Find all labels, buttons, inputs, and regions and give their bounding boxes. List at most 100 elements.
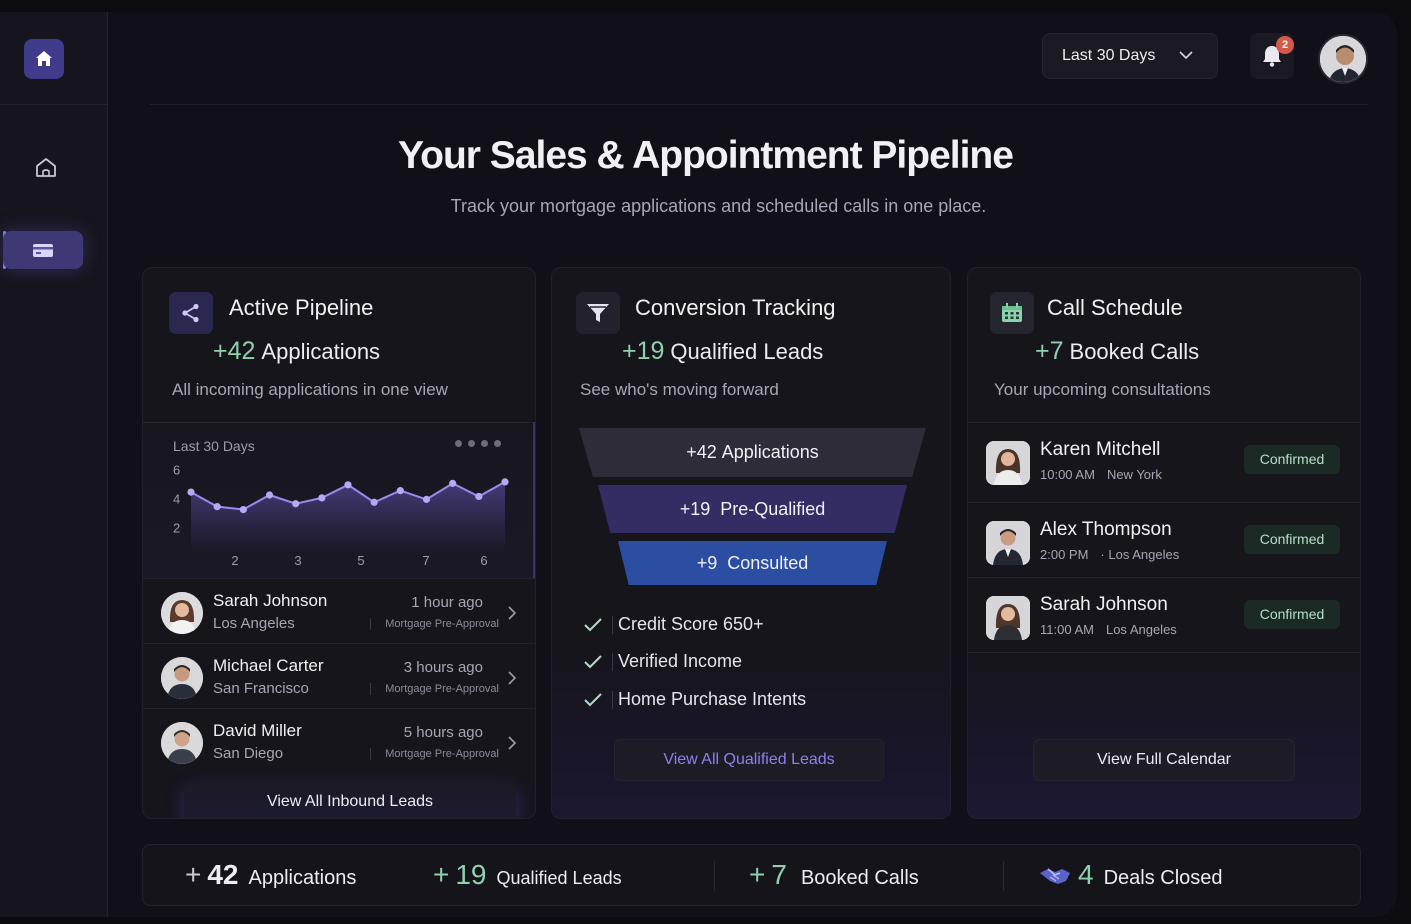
call-time: 2:00 PM <box>1040 547 1089 562</box>
chart-point <box>318 494 326 502</box>
criteria-label: Home Purchase Intents <box>618 689 807 709</box>
funnel-icon <box>576 292 620 334</box>
lead-row[interactable]: Sarah Johnson Los Angeles 1 hour ago Mor… <box>143 578 535 643</box>
stat-value: +42 <box>213 337 256 365</box>
stat-label: Qualified Leads <box>670 339 824 364</box>
chart-point <box>213 503 221 511</box>
avatar <box>161 722 203 764</box>
lead-city: San Diego <box>213 745 284 762</box>
summary-booked: + 7 Booked Calls <box>749 859 919 891</box>
lead-name: Sarah Johnson <box>213 591 328 610</box>
chart-point <box>187 488 195 496</box>
date-range-dropdown[interactable]: Last 30 Days <box>1042 33 1218 79</box>
summary-value: 7 <box>771 859 787 890</box>
lead-name: Michael Carter <box>213 656 324 675</box>
sidebar <box>0 12 108 917</box>
chart-point <box>449 479 457 487</box>
summary-prefix: + <box>433 859 450 890</box>
lead-time: 5 hours ago <box>403 724 483 741</box>
call-city: Los Angeles <box>1105 622 1177 637</box>
view-full-calendar-button[interactable]: View Full Calendar <box>1033 739 1295 781</box>
chart-point <box>265 491 274 499</box>
page-title: Your Sales & Appointment Pipeline <box>398 134 1014 177</box>
card-title: Call Schedule <box>1047 295 1183 320</box>
avatar <box>161 657 203 699</box>
lead-row[interactable]: Michael Carter San Francisco 3 hours ago… <box>143 643 535 708</box>
lead-row[interactable]: David Miller San Diego 5 hours ago Mortg… <box>143 708 535 773</box>
status-badge: Confirmed <box>1244 525 1340 554</box>
chevron-right-icon <box>508 606 517 620</box>
summary-applications: + 42 Applications <box>185 859 356 891</box>
card-stat: +7 Booked Calls <box>1035 337 1199 366</box>
criteria-label: Verified Income <box>618 651 743 671</box>
lead-time: 1 hour ago <box>411 594 483 611</box>
call-time: 11:00 AM <box>1040 622 1094 637</box>
x-tick-label: 6 <box>480 553 487 568</box>
y-tick-label: 6 <box>173 462 180 477</box>
lead-time: 3 hours ago <box>403 659 483 676</box>
summary-bar: + 42 Applications + 19 Qualified Leads +… <box>142 844 1361 906</box>
summary-value: 4 <box>1078 859 1094 890</box>
stat-label: Booked Calls <box>1069 339 1200 364</box>
call-name: Karen Mitchell <box>1040 439 1161 460</box>
lead-type: Mortgage Pre-Approval <box>370 683 499 695</box>
applications-chart: Last 30 Days 6 4 2 2 3 5 7 6 <box>143 422 535 578</box>
chevron-right-icon <box>508 736 517 750</box>
bell-icon <box>1263 46 1281 67</box>
criteria-item: Home Purchase Intents <box>582 689 806 710</box>
lead-type: Mortgage Pre-Approval <box>370 748 499 760</box>
funnel-label: Applications <box>721 442 819 462</box>
sidebar-item-home[interactable] <box>30 152 62 184</box>
x-tick-label: 3 <box>294 553 301 568</box>
summary-label: Applications <box>248 867 357 889</box>
view-all-inbound-leads-button[interactable]: View All Inbound Leads <box>184 783 516 818</box>
view-all-qualified-leads-button[interactable]: View All Qualified Leads <box>614 739 884 781</box>
date-range-label: Last 30 Days <box>1062 47 1156 64</box>
avatar <box>986 596 1030 640</box>
checkmark-icon <box>584 654 602 668</box>
chart-area <box>191 481 505 551</box>
user-avatar[interactable] <box>1318 34 1368 84</box>
logo-home-icon[interactable] <box>24 39 64 79</box>
active-pipeline-card: Active Pipeline +42 Applications All inco… <box>142 267 536 819</box>
notification-badge: 2 <box>1276 36 1294 54</box>
card-description: Your upcoming consultations <box>994 380 1211 399</box>
summary-qualified: + 19 Qualified Leads <box>433 859 622 891</box>
criteria-item: Credit Score 650+ <box>582 614 764 635</box>
criteria-item: Verified Income <box>582 651 742 672</box>
call-schedule-card: Call Schedule +7 Booked Calls Your upcomi… <box>967 267 1361 819</box>
wallet-icon <box>33 244 53 257</box>
chart-point <box>475 492 483 501</box>
summary-label: Deals Closed <box>1103 867 1223 889</box>
card-stat: +19 Qualified Leads <box>622 337 823 366</box>
funnel-stage-applications: +42 Applications <box>579 428 926 477</box>
chart-point <box>344 481 352 489</box>
call-item[interactable]: Karen Mitchell 10:00 AM New York Confirme… <box>968 422 1360 496</box>
chevron-down-icon <box>1179 51 1193 60</box>
conversion-tracking-card: Conversion Tracking +19 Qualified Leads S… <box>551 267 951 819</box>
status-badge: Confirmed <box>1244 600 1340 629</box>
chart-point <box>370 498 378 506</box>
call-item[interactable]: Alex Thompson 2:00 PM · Los Angeles Confi… <box>968 502 1360 576</box>
funnel-value: +19 <box>679 498 711 519</box>
card-description: All incoming applications in one view <box>172 380 448 399</box>
sidebar-item-pipeline[interactable] <box>3 231 83 269</box>
call-item[interactable]: Sarah Johnson 11:00 AM Los Angeles Confir… <box>968 577 1360 651</box>
call-meta: 10:00 AM New York <box>1040 467 1162 482</box>
list-divider <box>968 652 1360 653</box>
funnel-value: +9 <box>696 552 718 573</box>
y-tick-label: 4 <box>173 491 180 506</box>
home-icon <box>36 158 56 177</box>
line-chart: 6 4 2 2 3 5 7 6 <box>173 462 509 568</box>
call-meta: 11:00 AM Los Angeles <box>1040 622 1177 637</box>
x-tick-label: 7 <box>422 553 429 568</box>
avatar <box>986 521 1030 565</box>
chart-menu-button[interactable] <box>455 440 501 447</box>
checkmark-icon <box>584 692 602 706</box>
funnel-value: +42 <box>686 442 717 462</box>
card-stat: +42 Applications <box>213 337 380 366</box>
criteria-label: Credit Score 650+ <box>618 614 764 634</box>
calendar-icon <box>990 292 1034 334</box>
funnel-label: Pre-Qualified <box>720 498 826 519</box>
summary-label: Qualified Leads <box>496 868 622 888</box>
